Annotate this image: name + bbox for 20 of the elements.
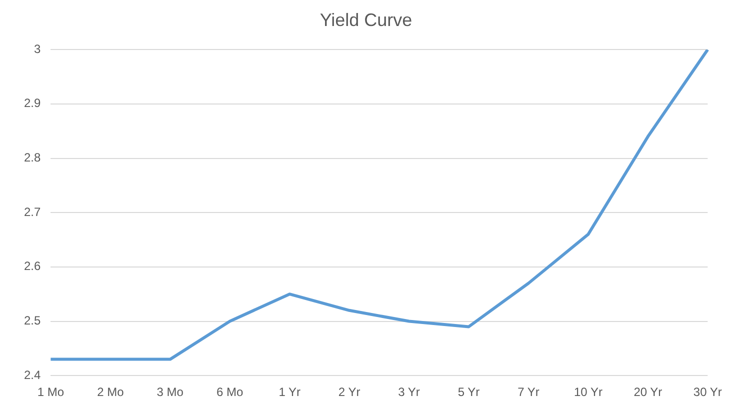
x-tick-label: 30 Yr: [693, 385, 722, 400]
x-tick-label: 2 Yr: [338, 385, 360, 400]
y-tick-label: 2.4: [24, 368, 41, 382]
x-tick-label: 1 Yr: [278, 385, 300, 400]
y-tick-label: 3: [34, 42, 41, 56]
x-tick-label: 3 Yr: [398, 385, 420, 400]
chart-title: Yield Curve: [320, 10, 412, 30]
x-tick-label: 1 Mo: [37, 385, 64, 400]
y-tick-label: 2.5: [24, 314, 41, 328]
x-tick-label: 7 Yr: [518, 385, 540, 400]
x-tick-label: 6 Mo: [216, 385, 244, 400]
y-tick-label: 2.8: [24, 150, 41, 165]
y-tick-label: 2.7: [24, 204, 41, 219]
y-tick-label: 2.9: [24, 96, 41, 110]
x-tick-label: 5 Yr: [458, 385, 480, 400]
y-tick-label: 2.6: [24, 259, 41, 274]
x-tick-label: 3 Mo: [156, 385, 184, 400]
x-tick-label: 10 Yr: [574, 385, 602, 400]
x-tick-label: 20 Yr: [634, 385, 662, 400]
x-tick-label: 2 Mo: [97, 385, 124, 400]
